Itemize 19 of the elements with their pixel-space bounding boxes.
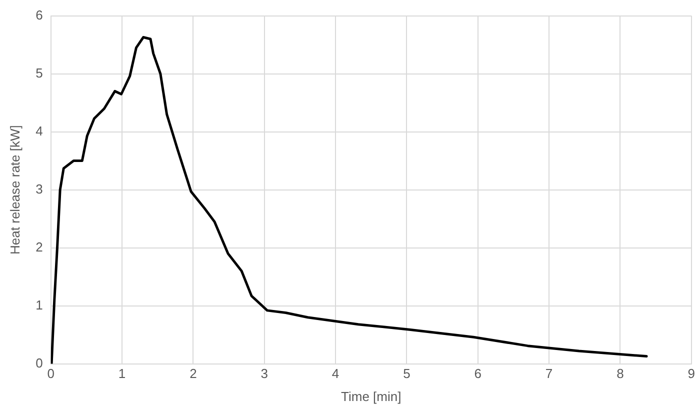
x-tick-label: 5	[403, 366, 410, 382]
y-tick-label: 0	[36, 355, 43, 370]
y-tick-label: 4	[36, 123, 43, 138]
y-tick-label: 6	[36, 7, 43, 22]
x-axis-title: Time [min]	[341, 388, 402, 404]
x-tick-label: 8	[616, 366, 624, 382]
x-tick-label: 9	[688, 366, 695, 382]
y-tick-label: 5	[36, 65, 43, 80]
x-tick-label: 7	[545, 366, 553, 382]
x-tick-label: 3	[260, 366, 268, 382]
y-tick-label: 1	[36, 297, 43, 312]
x-tick-label: 0	[47, 366, 54, 382]
y-axis-title: Heat release rate [kW]	[7, 125, 22, 254]
x-tick-label: 1	[118, 366, 126, 382]
y-tick-label: 3	[36, 181, 43, 196]
x-tick-label: 4	[332, 366, 340, 382]
x-tick-label: 6	[474, 366, 482, 382]
x-tick-label: 2	[190, 366, 197, 382]
y-tick-label: 2	[36, 239, 43, 254]
